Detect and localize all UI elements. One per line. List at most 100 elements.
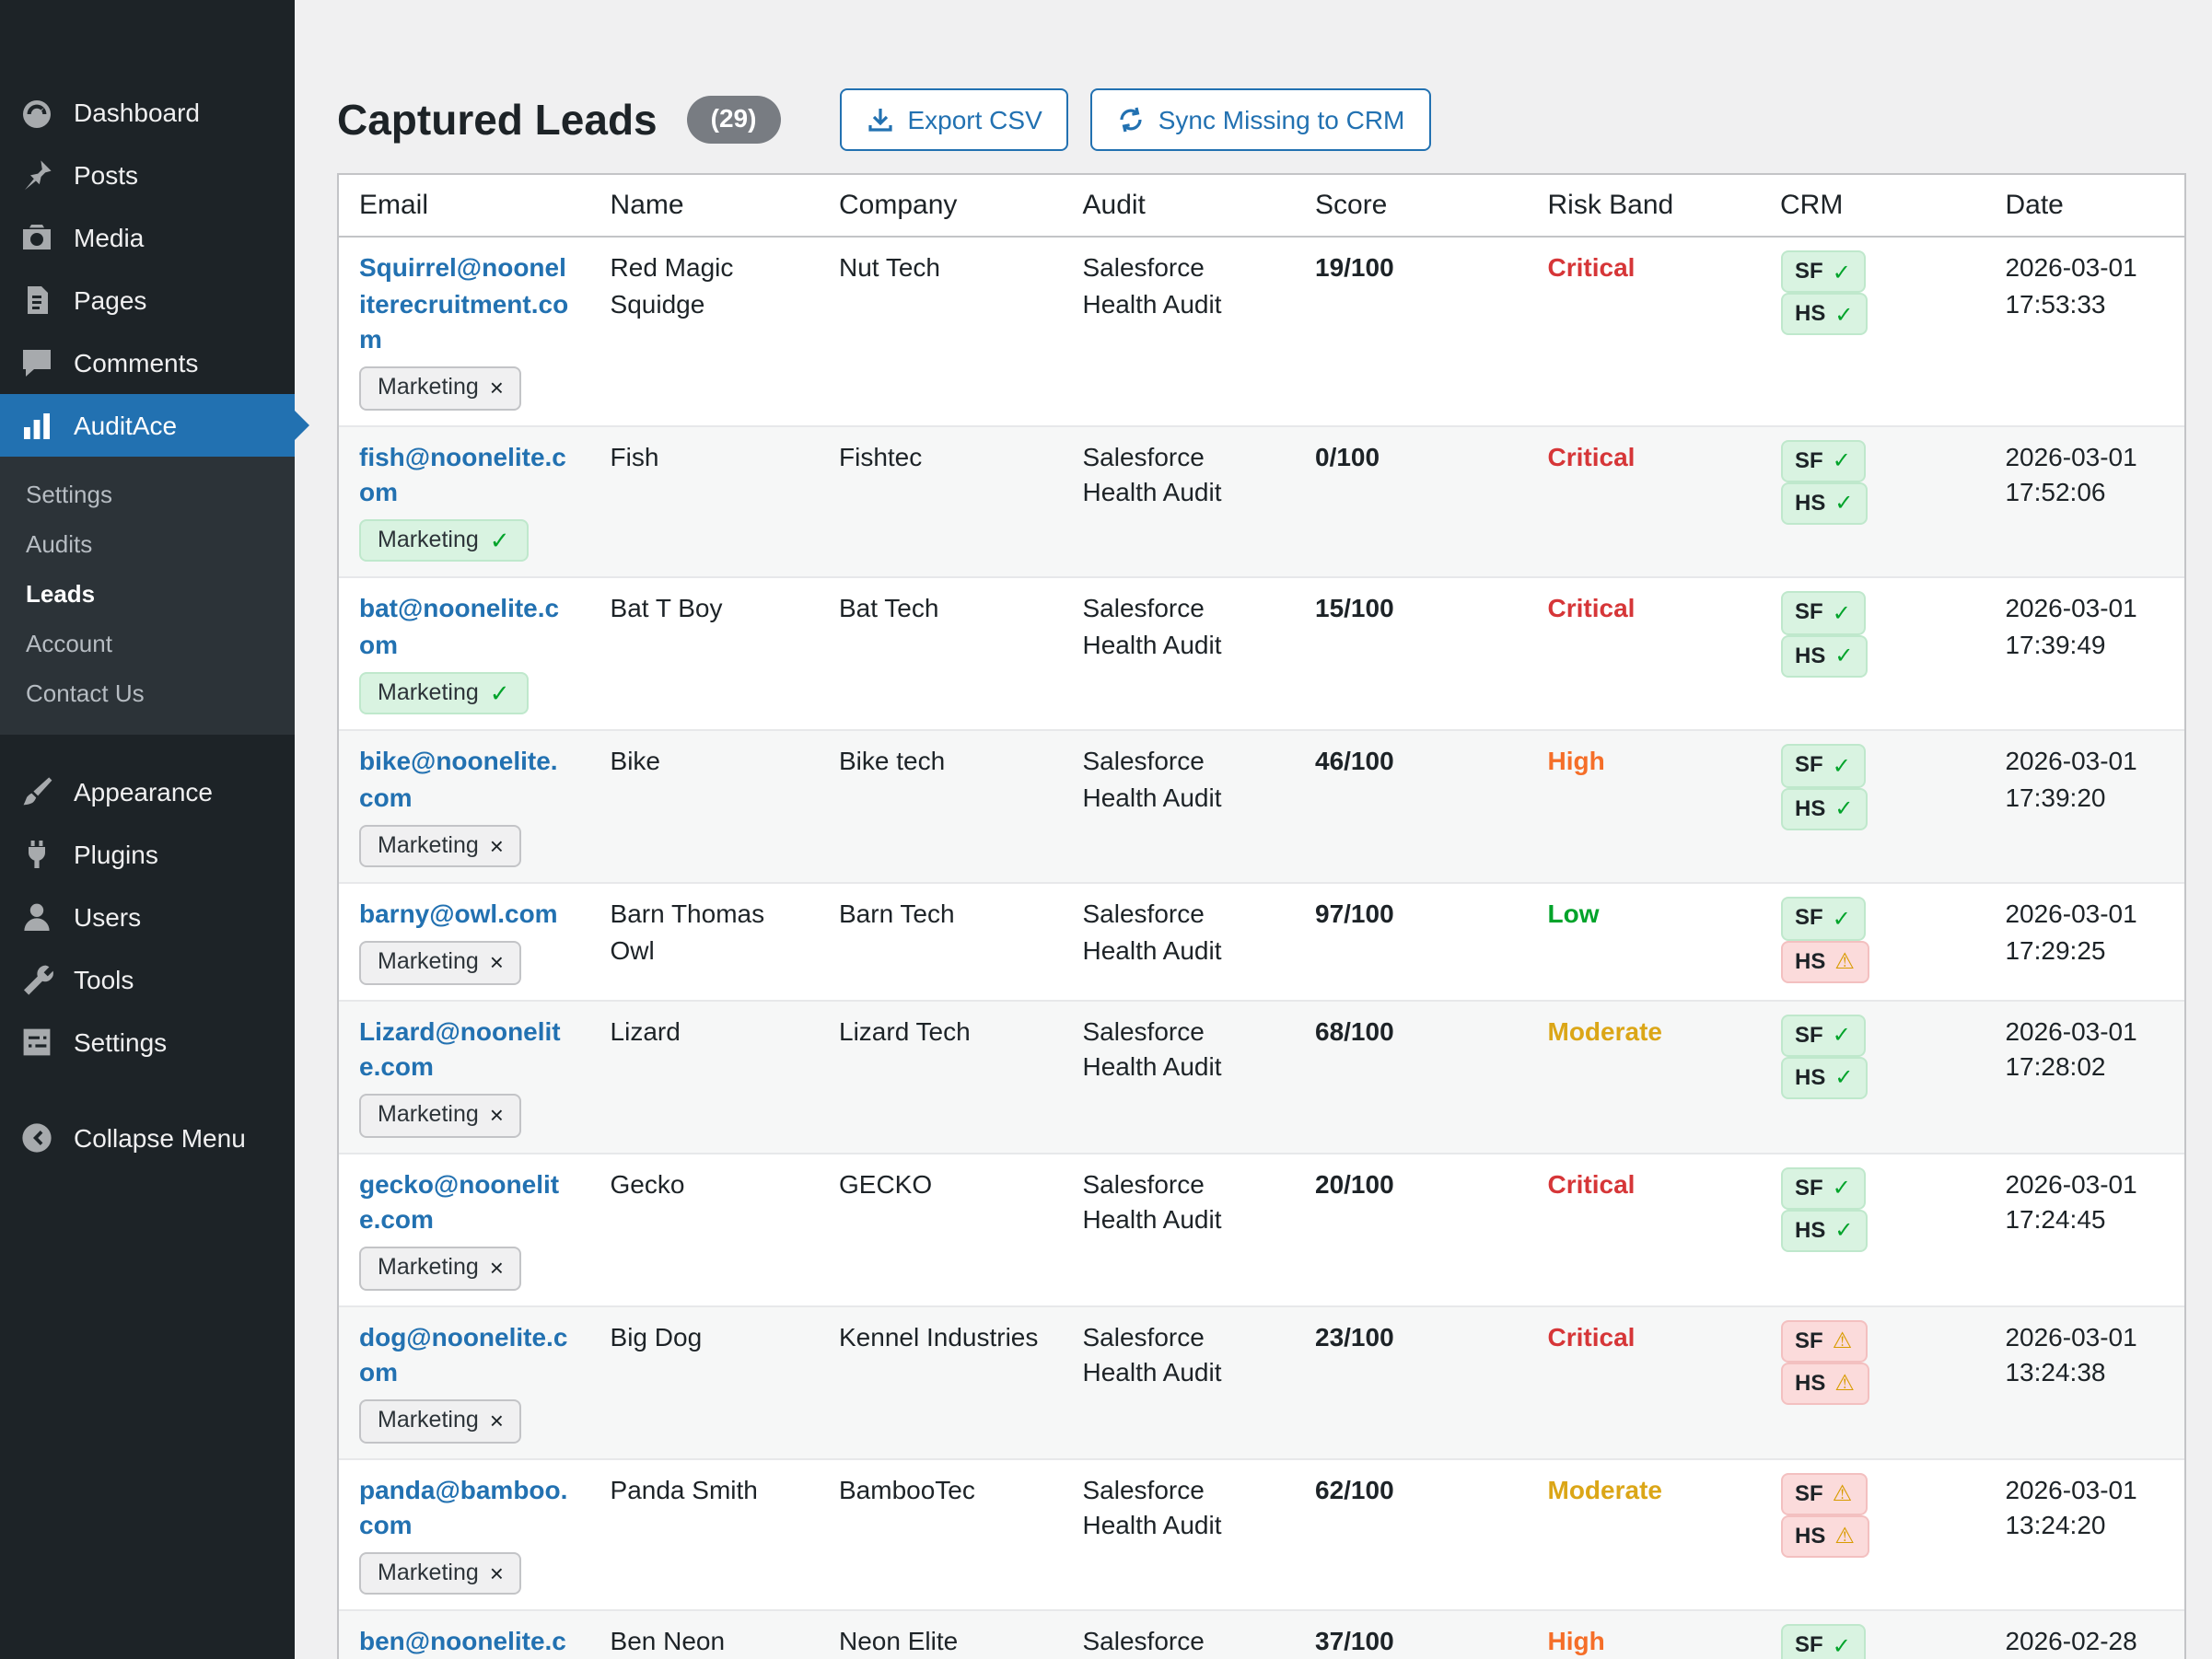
marketing-tag[interactable]: Marketing × [359, 1398, 522, 1443]
submenu-item-settings[interactable]: Settings [26, 481, 112, 508]
sidebar-item-settings[interactable]: Settings [0, 1011, 295, 1073]
page-title: Captured Leads [337, 95, 658, 143]
crm-badge-sf: SF ✓ [1780, 439, 1866, 482]
marketing-tag[interactable]: Marketing × [359, 1246, 522, 1291]
column-header-company: Company [819, 175, 1063, 238]
lead-score: 23/100 [1315, 1321, 1394, 1352]
paintbrush-icon [18, 773, 55, 810]
lead-email-link[interactable]: ben@noonelite.com [359, 1626, 566, 1656]
lead-company: Fishtec [839, 441, 923, 471]
risk-badge: Critical [1547, 252, 1636, 282]
sidebar-item-label: Settings [74, 1027, 168, 1057]
crm-hs-label: HS [1795, 795, 1826, 821]
crm-sf-status-icon: ⚠ [1832, 1328, 1853, 1354]
lead-name: Red Magic Squidge [610, 252, 734, 319]
lead-email-link[interactable]: bat@noonelite.com [359, 593, 560, 660]
sidebar-item-label: Tools [74, 965, 134, 994]
crm-badge-hs: HS ✓ [1780, 1056, 1869, 1100]
tag-label: Marketing [378, 679, 479, 705]
sync-crm-button[interactable]: Sync Missing to CRM [1089, 88, 1431, 151]
lead-email-link[interactable]: panda@bamboo.com [359, 1474, 568, 1540]
leads-table: Email Name Company Audit Score Risk Band… [337, 173, 2186, 1659]
risk-badge: Critical [1547, 593, 1636, 623]
marketing-tag[interactable]: Marketing ✓ [359, 518, 529, 563]
lead-date: 2026-02-28 [2005, 1626, 2137, 1656]
lead-email-link[interactable]: dog@noonelite.com [359, 1321, 568, 1387]
marketing-tag[interactable]: Marketing × [359, 1093, 522, 1138]
column-header-risk-band: Risk Band [1527, 175, 1760, 238]
collapse-menu-button[interactable]: Collapse Menu [0, 1107, 295, 1169]
export-csv-button[interactable]: Export CSV [839, 88, 1068, 151]
lead-audit: Salesforce Health Audit [1082, 1626, 1205, 1656]
sidebar-item-users[interactable]: Users [0, 886, 295, 948]
crm-badge-sf: SF ✓ [1780, 250, 1866, 294]
main-content: Captured Leads (29) Export CSV Sync Miss… [295, 0, 2212, 1659]
sidebar-item-posts[interactable]: Posts [0, 144, 295, 206]
lead-email-link[interactable]: gecko@noonelite.com [359, 1168, 560, 1235]
marketing-tag[interactable]: Marketing × [359, 365, 522, 411]
crm-hs-status-icon: ✓ [1834, 795, 1854, 822]
crm-sf-label: SF [1795, 598, 1823, 625]
tag-state-icon: × [489, 1407, 504, 1435]
submenu-item-account[interactable]: Account [26, 630, 112, 657]
sidebar-item-appearance[interactable]: Appearance [0, 760, 295, 823]
marketing-tag[interactable]: Marketing × [359, 940, 522, 985]
crm-sf-label: SF [1795, 447, 1823, 473]
lead-email-link[interactable]: bike@noonelite.com [359, 746, 558, 812]
crm-sf-label: SF [1795, 1479, 1823, 1505]
tag-state-icon: × [489, 1101, 504, 1130]
crm-hs-status-icon: ⚠ [1834, 948, 1855, 975]
sidebar-item-label: Appearance [74, 777, 214, 806]
column-header-name: Name [589, 175, 819, 238]
marketing-tag[interactable]: Marketing × [359, 1551, 522, 1595]
lead-email-link[interactable]: barny@owl.com [359, 899, 558, 929]
lead-score: 15/100 [1315, 593, 1394, 623]
lead-score: 97/100 [1315, 899, 1394, 929]
submenu-item-leads[interactable]: Leads [26, 580, 96, 608]
sidebar-item-plugins[interactable]: Plugins [0, 823, 295, 886]
tag-label: Marketing [378, 831, 479, 858]
crm-hs-label: HS [1795, 1216, 1826, 1243]
marketing-tag[interactable]: Marketing ✓ [359, 671, 529, 715]
lead-company: GECKO [839, 1168, 933, 1199]
pushpin-icon [18, 157, 55, 193]
lead-name: Panda Smith [610, 1474, 758, 1503]
lead-name: Fish [610, 441, 659, 471]
lead-audit: Salesforce Health Audit [1082, 1321, 1222, 1387]
tag-state-icon: × [489, 1254, 504, 1282]
sidebar-item-auditace[interactable]: AuditAce [0, 394, 309, 457]
lead-score: 68/100 [1315, 1015, 1394, 1046]
lead-date: 2026-03-01 17:39:20 [2005, 746, 2137, 812]
crm-sf-status-icon: ✓ [1832, 447, 1851, 474]
crm-hs-status-icon: ✓ [1834, 643, 1854, 669]
tag-state-icon: × [489, 948, 504, 977]
lead-date: 2026-03-01 13:24:38 [2005, 1321, 2137, 1387]
lead-email-link[interactable]: fish@noonelite.com [359, 441, 566, 507]
submenu-item-audits[interactable]: Audits [26, 530, 93, 558]
marketing-tag[interactable]: Marketing × [359, 824, 522, 868]
tag-label: Marketing [378, 1100, 479, 1127]
speech-bubble-icon [18, 344, 55, 381]
sidebar-item-pages[interactable]: Pages [0, 269, 295, 331]
crm-badge-sf: SF ✓ [1780, 1166, 1866, 1210]
lead-score: 62/100 [1315, 1474, 1394, 1503]
crm-sf-label: SF [1795, 904, 1823, 931]
sidebar-item-label: Posts [74, 160, 139, 190]
lead-row: fish@noonelite.com Marketing ✓ Fish Fish… [339, 425, 2184, 578]
crm-hs-status-icon: ✓ [1834, 490, 1854, 516]
lead-email-link[interactable]: Squirrel@nooneliterecruitment.com [359, 252, 569, 354]
lead-audit: Salesforce Health Audit [1082, 252, 1222, 319]
submenu-item-contact-us[interactable]: Contact Us [26, 679, 145, 707]
sidebar-item-tools[interactable]: Tools [0, 948, 295, 1011]
sidebar-item-comments[interactable]: Comments [0, 331, 295, 394]
lead-email-link[interactable]: Lizard@noonelite.com [359, 1015, 561, 1082]
lead-score: 0/100 [1315, 441, 1380, 471]
lead-row: barny@owl.com Marketing × Barn Thomas Ow… [339, 883, 2184, 1001]
lead-company: Neon Elite [839, 1626, 959, 1656]
lead-audit: Salesforce Health Audit [1082, 1474, 1222, 1540]
document-icon [18, 282, 55, 319]
sidebar-item-dashboard[interactable]: Dashboard [0, 81, 295, 144]
crm-badge-sf: SF ⚠ [1780, 1319, 1868, 1363]
sidebar-item-media[interactable]: Media [0, 206, 295, 269]
lead-score: 20/100 [1315, 1168, 1394, 1199]
